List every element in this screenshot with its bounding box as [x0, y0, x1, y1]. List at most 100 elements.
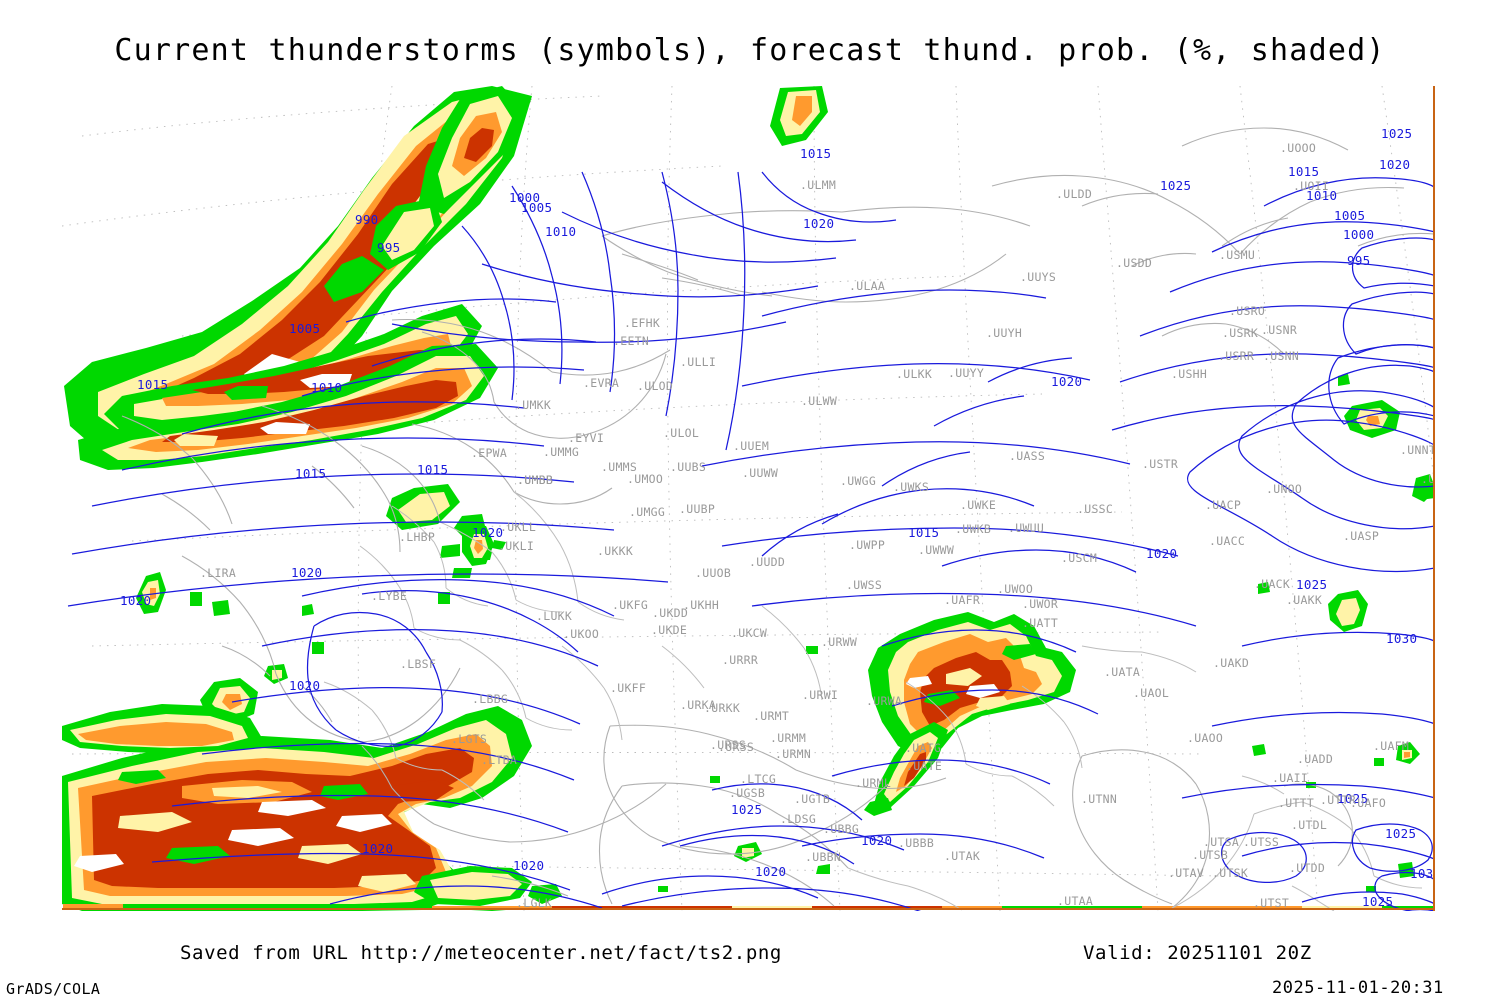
isobar-label: 990 [355, 212, 378, 227]
station-label: .UUWW [742, 466, 778, 480]
shading-caucasus [864, 612, 1076, 816]
station-label: .UWKS [893, 480, 929, 494]
station-labels: .ULMM .EFHK .EETN .ULLI .EVRA .ULOD .ULAA .UUYS… [200, 141, 1435, 910]
station-label: .UASS [1009, 449, 1045, 463]
station-label: .UUYY [948, 366, 984, 380]
station-label: .URKA [680, 698, 716, 712]
political-borders [323, 491, 1423, 911]
station-label: .UWKB [955, 522, 991, 536]
station-label: .EETN [613, 334, 649, 348]
station-label: .UTAK [944, 849, 980, 863]
station-label: .LUKK [536, 609, 572, 623]
isobar-label: 1015 [800, 146, 831, 161]
station-label: .ULKK [896, 367, 932, 381]
station-label: .UKOO [563, 627, 599, 641]
isobar-label: 1025 [1337, 791, 1368, 806]
station-label: .UTTR [1320, 793, 1356, 807]
station-label: .ULLI [680, 355, 716, 369]
station-label: .USDD [1116, 256, 1152, 270]
station-label: .UASP [1343, 529, 1379, 543]
station-label: .LTBA [481, 753, 517, 767]
station-label: .UTTT [1278, 796, 1314, 810]
station-label: .UAFM [1373, 739, 1409, 753]
map-frame-edges [62, 86, 1435, 911]
saved-url-label: Saved from URL http://meteocenter.net/fa… [180, 942, 782, 964]
station-label: .LGLK [516, 896, 552, 910]
station-label: .URML [855, 776, 891, 790]
station-label: .UAOO [1187, 731, 1223, 745]
isobar-label: 995 [1347, 253, 1370, 268]
station-label: .LIRA [200, 566, 236, 580]
station-label: .UNBB [1421, 472, 1435, 486]
station-label: .UUYS [1020, 270, 1056, 284]
isobar-label: 1000 [509, 190, 540, 205]
station-label: .USSC [1077, 502, 1113, 516]
station-label: .USRK [1222, 326, 1258, 340]
station-label: .UACC [1209, 534, 1245, 548]
isobar-label: 1020 [861, 833, 892, 848]
station-label: .UGTB [794, 792, 830, 806]
station-label: .UATG [905, 741, 941, 755]
isobar-label: 1020 [289, 678, 320, 693]
isobar-label: 1020 [803, 216, 834, 231]
isobar-label: 1015 [908, 525, 939, 540]
shading-italy [136, 572, 230, 616]
station-label: .ULDD [1056, 187, 1092, 201]
isobar-label: 1010 [545, 224, 576, 239]
station-label: .UTST [1253, 896, 1289, 910]
station-label: .UAOL [1133, 686, 1169, 700]
station-label: .UACK [1254, 577, 1290, 591]
station-label: .UAKD [1213, 656, 1249, 670]
shading-central-europe [386, 484, 506, 578]
page-title: Current thunderstorms (symbols), forecas… [114, 33, 1386, 68]
station-label: .URRR [722, 653, 758, 667]
map-canvas[interactable]: 990 995 1000 1005 1010 1015 1020 1005 1015 1010 10… [62, 86, 1435, 911]
station-label: .UWSS [846, 578, 882, 592]
station-label: .UMOO [627, 472, 663, 486]
station-label: .USTR [1142, 457, 1178, 471]
station-label: .URKK [704, 701, 740, 715]
station-label: .UNNT [1400, 443, 1435, 457]
isobar-label: 1020 [1146, 546, 1177, 561]
station-label: .UKLI [498, 539, 534, 553]
station-label: .UMGG [629, 505, 665, 519]
isobar-label: 1005 [1334, 208, 1365, 223]
station-label: .ULMM [800, 178, 836, 192]
station-label: .URWI [802, 688, 838, 702]
station-label: .USNN [1263, 349, 1299, 363]
station-label: .EPWA [471, 446, 507, 460]
isobar-label: 1005 [521, 200, 552, 215]
isobar-label: 1025 [1160, 178, 1191, 193]
station-label: .UOII [1293, 179, 1329, 193]
station-label: .UKLL [500, 520, 536, 534]
station-label: .UWOO [997, 582, 1033, 596]
isobar-label: 1015 [295, 466, 326, 481]
station-label: .EYVI [568, 431, 604, 445]
station-label: .URWA [866, 694, 902, 708]
isobar-label: 1030 [1410, 866, 1435, 881]
isobar-label: 1025 [1385, 826, 1416, 841]
isobar-label: 1015 [1288, 164, 1319, 179]
station-label: .UKFF [610, 681, 646, 695]
station-label: .UTSA [1203, 835, 1239, 849]
station-label: .URSS [710, 738, 746, 752]
station-label: .UTAV [1168, 866, 1204, 880]
station-label: .UTDL [1291, 818, 1327, 832]
station-label: .UAKK [1286, 593, 1322, 607]
isobar-label: 1005 [289, 321, 320, 336]
station-label: .UGSB [729, 786, 765, 800]
station-label: .UWPP [849, 538, 885, 552]
station-label: .UTAA [1057, 894, 1093, 908]
station-label: .UBBG [823, 822, 859, 836]
shading-scandinavia [370, 86, 828, 270]
station-label: .UWGG [840, 474, 876, 488]
station-label: .UATA [1104, 665, 1140, 679]
isobar-label: 1010 [1306, 188, 1337, 203]
station-label: .UKFG [612, 598, 648, 612]
station-label: .ULWW [801, 394, 837, 408]
station-label: .ULOD [637, 379, 673, 393]
station-label: .UOOO [1280, 141, 1316, 155]
isobar-label: 1020 [362, 841, 393, 856]
